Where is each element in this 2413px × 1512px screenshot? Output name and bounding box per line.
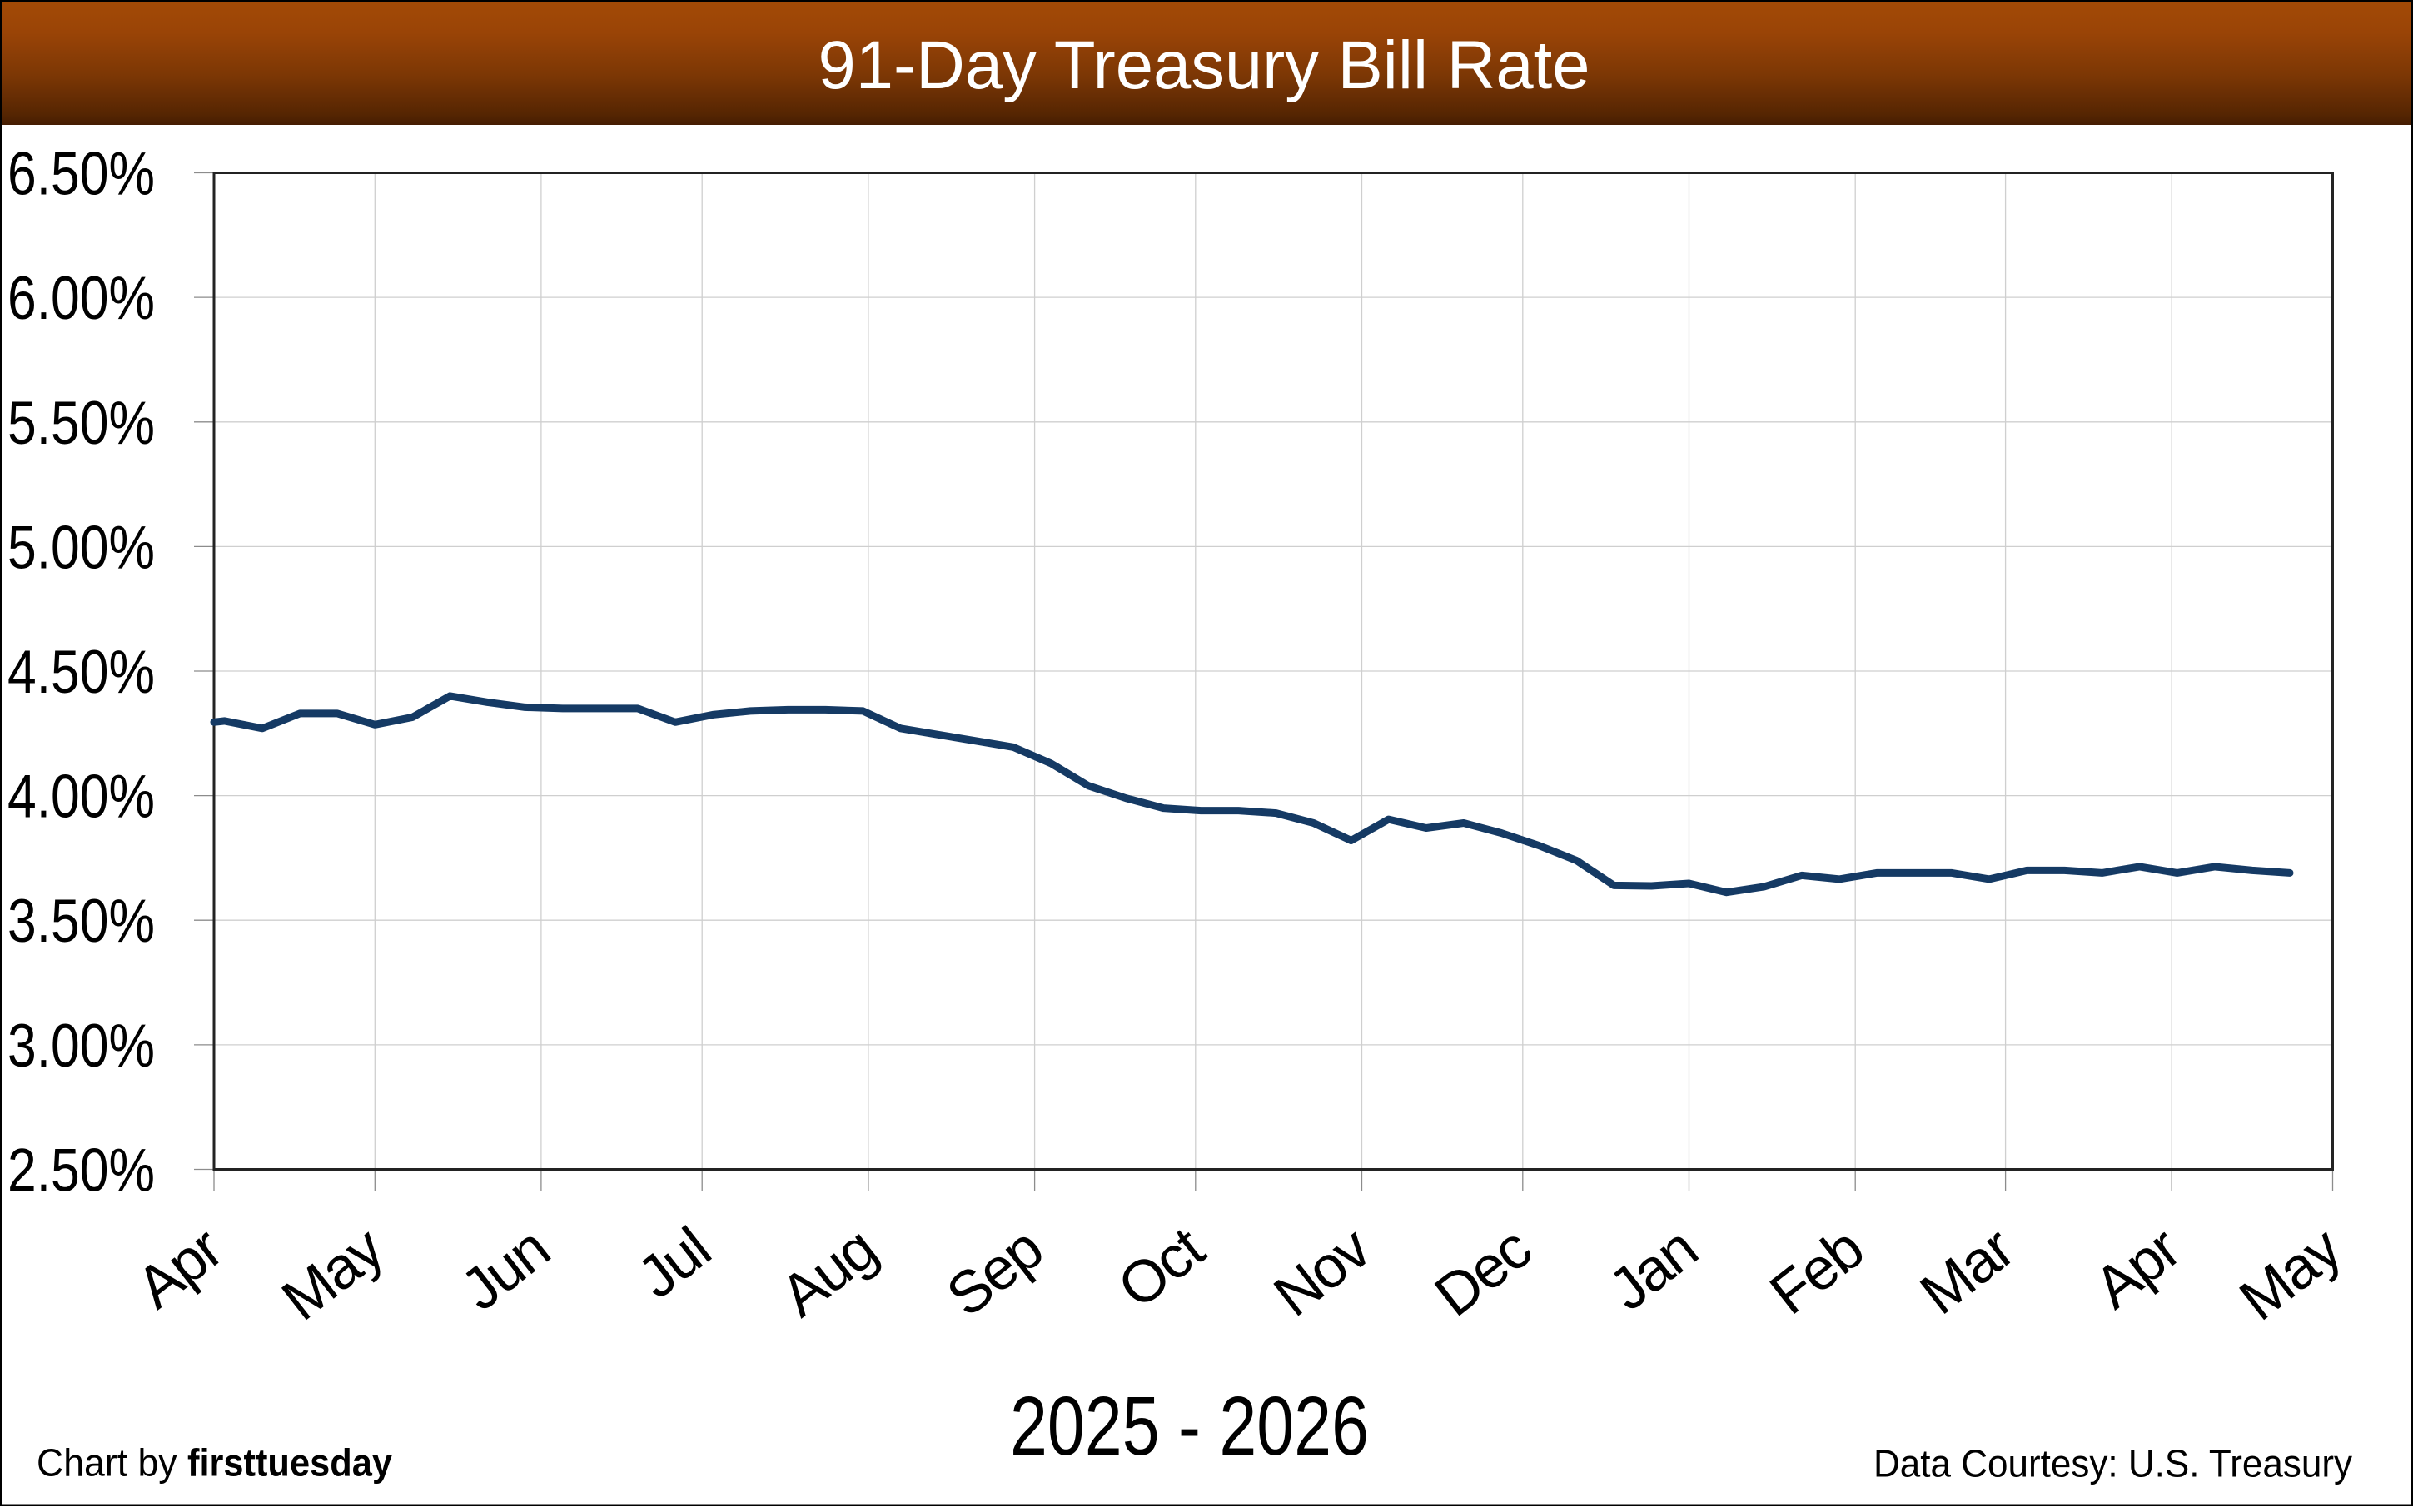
svg-text:2.50%: 2.50% bbox=[7, 1137, 155, 1205]
svg-text:3.50%: 3.50% bbox=[7, 888, 155, 955]
svg-text:4.00%: 4.00% bbox=[7, 763, 155, 831]
svg-text:6.50%: 6.50% bbox=[7, 141, 155, 208]
svg-text:4.50%: 4.50% bbox=[7, 639, 155, 706]
svg-text:6.00%: 6.00% bbox=[7, 265, 155, 332]
svg-text:3.00%: 3.00% bbox=[7, 1012, 155, 1080]
svg-text:91-Day Treasury Bill Rate: 91-Day Treasury Bill Rate bbox=[818, 27, 1590, 103]
svg-text:5.00%: 5.00% bbox=[7, 514, 155, 581]
svg-text:Data Courtesy: U.S. Treasury: Data Courtesy: U.S. Treasury bbox=[1873, 1442, 2352, 1485]
svg-text:2025 - 2026: 2025 - 2026 bbox=[1010, 1380, 1369, 1473]
svg-text:5.50%: 5.50% bbox=[7, 390, 155, 457]
svg-text:Chart by firsttuesday: Chart by firsttuesday bbox=[37, 1441, 392, 1485]
